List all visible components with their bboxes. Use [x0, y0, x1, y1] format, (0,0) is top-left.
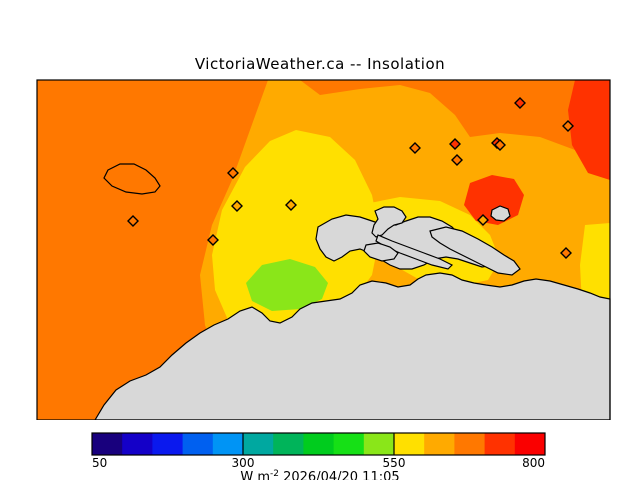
colorbar-frame — [91, 432, 546, 456]
colorbar-tick-label: 550 — [383, 456, 406, 470]
plot-frame — [36, 79, 611, 420]
station-marker[interactable] — [449, 138, 461, 150]
land-mainland — [94, 272, 611, 420]
colorbar-swatch — [454, 433, 486, 455]
land-group — [94, 205, 611, 420]
station-marker-group — [127, 97, 574, 259]
station-marker[interactable] — [231, 200, 243, 212]
land-peninsula-spit — [371, 206, 407, 238]
station-marker[interactable] — [514, 97, 526, 109]
colorbar-swatch — [243, 433, 274, 455]
station-marker[interactable] — [207, 234, 219, 246]
station-diamond-icon — [477, 214, 489, 226]
colorbar-swatch — [514, 433, 546, 455]
station-marker[interactable] — [494, 139, 506, 151]
contour-band-500-550 — [246, 259, 328, 311]
colorbar-swatch — [182, 433, 214, 455]
station-diamond-icon — [227, 167, 239, 179]
station-diamond-icon — [562, 120, 574, 132]
colorbar-tick-label: 300 — [232, 456, 255, 470]
station-diamond-icon — [409, 142, 421, 154]
colorbar[interactable]: 50 300 550 800 W m-2 2026/04/20 11:05 — [0, 425, 640, 480]
colorbar-tick-label: 800 — [522, 456, 545, 470]
station-diamond-icon — [449, 138, 461, 150]
station-diamond-icon — [207, 234, 219, 246]
colorbar-swatch — [303, 433, 335, 455]
colorbar-ticks: 50 300 550 800 — [92, 433, 545, 470]
station-marker[interactable] — [127, 215, 139, 227]
insolation-contour-map — [0, 75, 640, 420]
station-marker[interactable] — [477, 214, 489, 226]
station-diamond-icon — [494, 139, 506, 151]
colorbar-swatch — [92, 433, 123, 455]
colorbar-swatch — [152, 433, 184, 455]
station-marker[interactable] — [560, 247, 572, 259]
island-outline-northwest — [103, 163, 161, 195]
contour-band-700-750-corner — [568, 80, 610, 180]
station-marker[interactable] — [451, 154, 463, 166]
colorbar-swatch — [363, 433, 395, 455]
colorbar-swatch — [333, 433, 365, 455]
colorbar-swatch — [273, 433, 304, 455]
colorbar-swatch — [424, 433, 455, 455]
colorbar-swatch — [484, 433, 516, 455]
colorbar-swatch — [122, 433, 153, 455]
land-small-island-north — [490, 205, 511, 222]
station-diamond-icon — [560, 247, 572, 259]
station-diamond-icon — [285, 199, 297, 211]
colorbar-swatch — [394, 433, 425, 455]
station-marker[interactable] — [409, 142, 421, 154]
station-diamond-icon — [451, 154, 463, 166]
station-marker[interactable] — [562, 120, 574, 132]
station-diamond-icon — [231, 200, 243, 212]
land-east-inlet — [429, 226, 521, 276]
colorbar-panel: 50 300 550 800 W m-2 2026/04/20 11:05 — [0, 425, 640, 480]
station-diamond-icon — [514, 97, 526, 109]
station-marker[interactable] — [227, 167, 239, 179]
colorbar-caption: W m-2 2026/04/20 11:05 — [240, 469, 399, 480]
map-panel — [0, 75, 640, 420]
station-diamond-icon — [127, 215, 139, 227]
colorbar-swatch — [212, 433, 244, 455]
station-marker[interactable] — [285, 199, 297, 211]
colorbar-tick-label: 50 — [92, 456, 107, 470]
colorbar-swatches — [92, 433, 546, 455]
page-title: VictoriaWeather.ca -- Insolation — [194, 55, 446, 73]
land-mid-island — [363, 242, 399, 262]
